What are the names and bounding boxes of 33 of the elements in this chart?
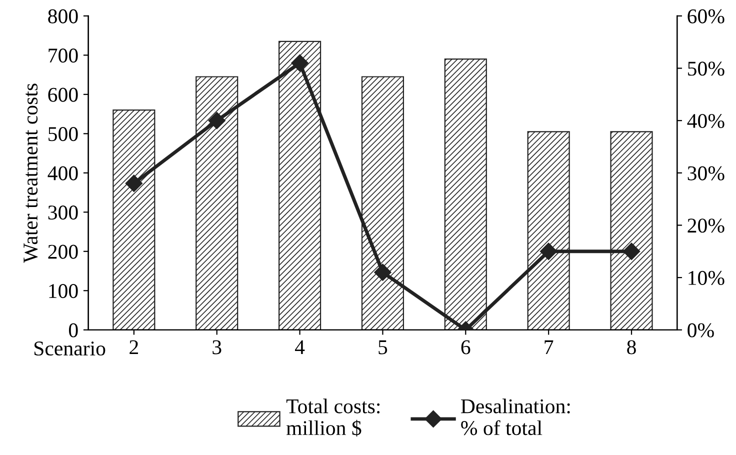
y-tick-label: 700: [48, 48, 78, 63]
y-tick-label: 300: [48, 206, 78, 220]
y2-tick-label: 0%: [688, 323, 714, 338]
y2-tick-label: 50%: [688, 62, 724, 76]
x-tick-label: 3: [212, 340, 222, 354]
y2-tick-label: 60%: [688, 9, 724, 24]
point: [622, 242, 640, 260]
legend-label: Total costs: million $: [286, 398, 380, 437]
point: [208, 112, 226, 130]
x-tick-label: 5: [378, 340, 388, 354]
point: [291, 54, 308, 72]
y-tick-label: 800: [48, 9, 78, 24]
y2-tick-label: 30%: [688, 166, 724, 180]
x-axis-title: Scenario: [34, 342, 106, 356]
x-tick-label: 8: [627, 340, 636, 354]
y-tick-label: 400: [48, 166, 78, 180]
x-tick-label: 4: [294, 340, 305, 354]
y-tick-label: 0: [68, 323, 78, 338]
x-tick-label: 7: [544, 340, 554, 354]
x-tick-label: 6: [461, 340, 470, 354]
y-tick-label: 100: [49, 284, 78, 298]
y-tick-label: 500: [48, 127, 78, 142]
legend-label: Desalination: % of total: [460, 398, 570, 436]
point: [125, 174, 142, 192]
point: [374, 264, 392, 281]
y2-tick-label: 40%: [687, 114, 724, 128]
y2-tick-label: 10%: [688, 270, 724, 286]
y-axis-title: Water treatment costs: [24, 84, 38, 263]
y2-tick-label: 20%: [688, 218, 724, 233]
point: [540, 242, 558, 260]
x-tick-label: 2: [130, 340, 138, 354]
y-tick-label: 600: [48, 88, 78, 102]
y-tick-label: 200: [48, 244, 78, 259]
